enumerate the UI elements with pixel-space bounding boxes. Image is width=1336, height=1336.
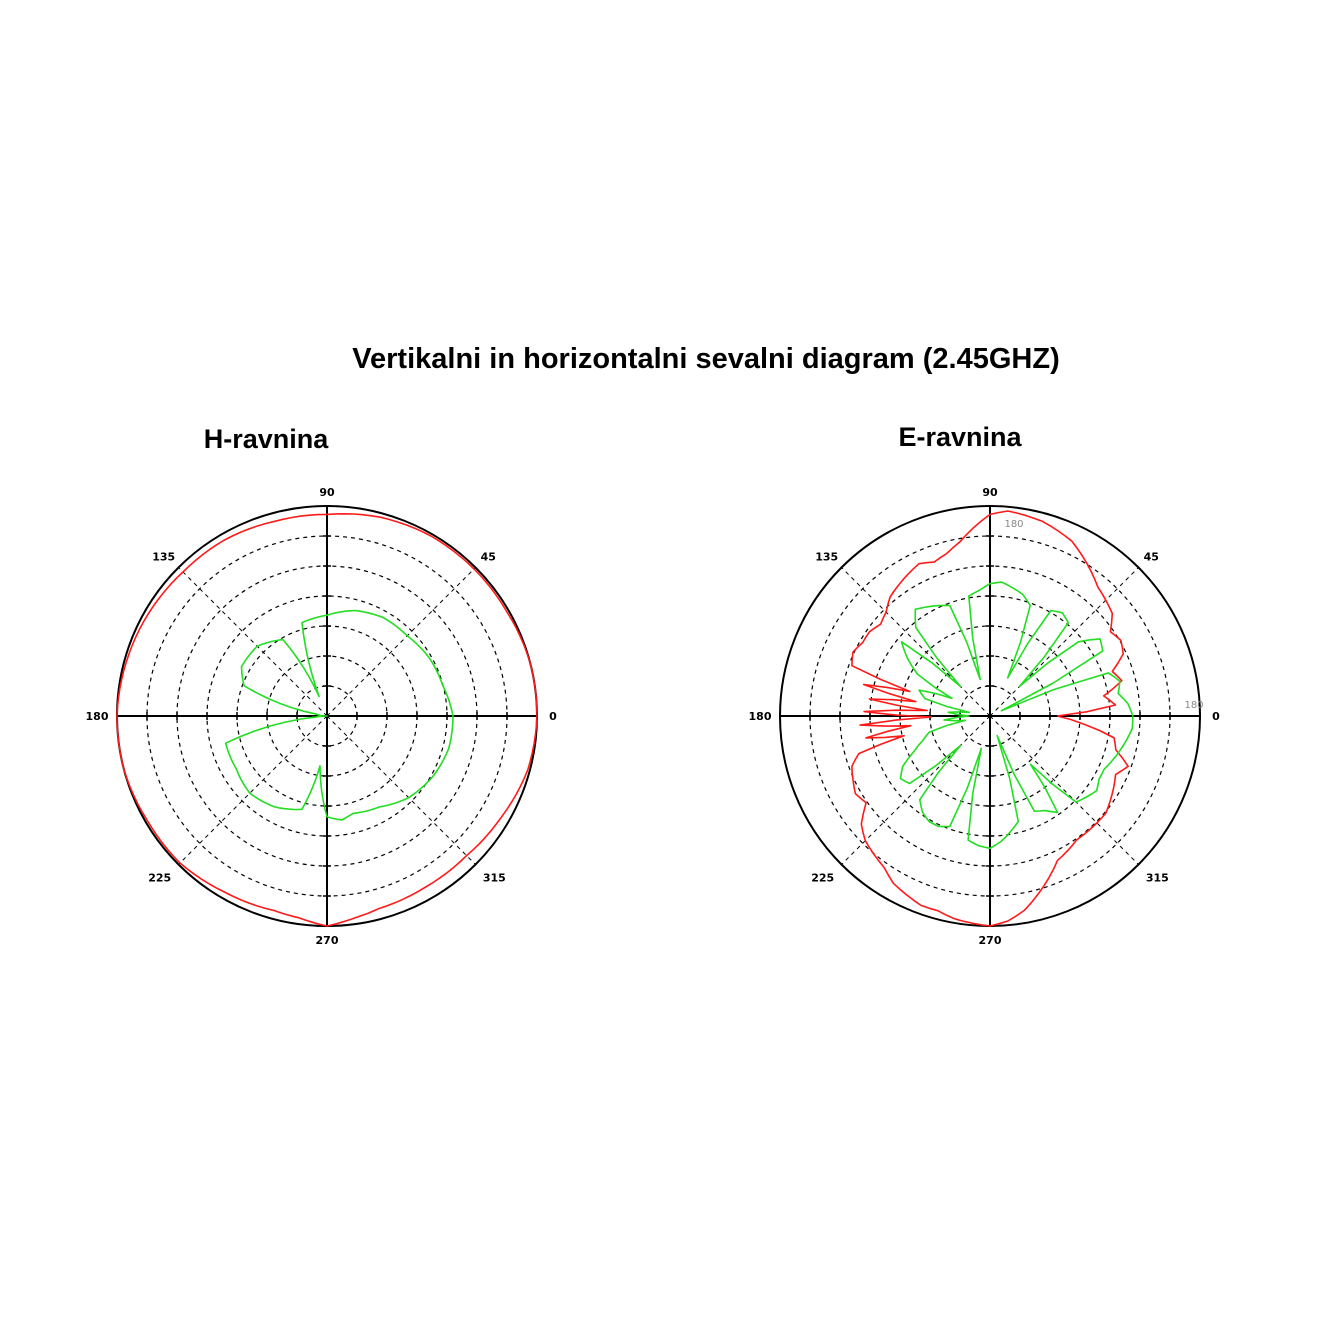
e-plane-angle-label-225: 225 xyxy=(811,871,834,884)
e-plane-series-green xyxy=(899,581,1134,850)
h-plane-angle-label-315: 315 xyxy=(483,871,506,884)
e-plane-angle-label-180: 180 xyxy=(749,710,772,723)
h-plane-series-red xyxy=(116,513,538,927)
h-plane-series-green xyxy=(224,609,454,821)
e-plane-grid-spoke xyxy=(841,715,991,865)
e-plane-angle-label-270: 270 xyxy=(979,934,1002,947)
h-plane-angle-label-270: 270 xyxy=(316,934,339,947)
h-plane-grid-spoke xyxy=(178,715,328,865)
h-plane-grid-spoke xyxy=(178,567,328,717)
h-plane-title: H-ravnina xyxy=(203,424,329,454)
e-plane-series-red xyxy=(851,510,1129,927)
e-plane-angle-label-315: 315 xyxy=(1146,871,1169,884)
e-plane-grid-spoke xyxy=(841,567,991,717)
h-plane-angle-label-135: 135 xyxy=(152,551,175,564)
h-plane-angle-label-0: 0 xyxy=(549,710,557,723)
e-plane-annotation-right: 180 xyxy=(1184,700,1203,711)
h-plane-grid-spoke xyxy=(326,567,476,717)
e-plane-angle-label-135: 135 xyxy=(815,551,838,564)
e-plane-angle-label-0: 0 xyxy=(1212,710,1220,723)
h-plane-grid-spoke xyxy=(326,715,476,865)
e-plane-grid-spoke xyxy=(989,715,1139,865)
e-plane-angle-label-90: 90 xyxy=(982,486,998,499)
e-plane-title: E-ravnina xyxy=(898,422,1022,452)
h-plane-angle-label-90: 90 xyxy=(319,486,335,499)
e-plane-grid-spoke xyxy=(989,567,1139,717)
h-plane-angle-label-225: 225 xyxy=(148,871,171,884)
e-plane-angle-label-45: 45 xyxy=(1144,551,1159,564)
h-plane-angle-label-45: 45 xyxy=(481,551,496,564)
main-title: Vertikalni in horizontalni sevalni diagr… xyxy=(352,343,1060,375)
h-plane-angle-label-180: 180 xyxy=(86,710,109,723)
e-plane-annotation-top: 180 xyxy=(1004,519,1023,530)
